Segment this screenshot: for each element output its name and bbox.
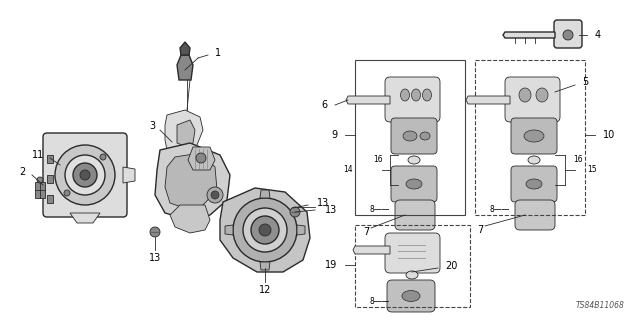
Ellipse shape xyxy=(524,130,544,142)
FancyBboxPatch shape xyxy=(511,166,557,202)
Text: 8—―: 8—― xyxy=(370,205,390,214)
Circle shape xyxy=(73,163,97,187)
Polygon shape xyxy=(220,188,310,272)
Polygon shape xyxy=(466,96,510,104)
Bar xyxy=(475,60,585,215)
FancyBboxPatch shape xyxy=(391,166,437,202)
Ellipse shape xyxy=(412,89,420,101)
Text: 6: 6 xyxy=(322,100,328,110)
FancyBboxPatch shape xyxy=(505,77,560,122)
Text: 2: 2 xyxy=(20,167,26,177)
Bar xyxy=(47,195,53,203)
Text: 11: 11 xyxy=(32,150,44,160)
Ellipse shape xyxy=(420,132,430,140)
Polygon shape xyxy=(165,110,203,157)
Text: 13: 13 xyxy=(325,205,337,215)
Circle shape xyxy=(55,145,115,205)
Circle shape xyxy=(100,154,106,160)
Polygon shape xyxy=(123,167,135,183)
Polygon shape xyxy=(260,262,270,270)
Text: TS84B11068: TS84B11068 xyxy=(576,301,625,310)
FancyBboxPatch shape xyxy=(511,118,557,154)
Polygon shape xyxy=(170,205,210,233)
FancyBboxPatch shape xyxy=(43,133,127,217)
Ellipse shape xyxy=(408,156,420,164)
Circle shape xyxy=(243,208,287,252)
Text: 10: 10 xyxy=(603,130,615,140)
Text: 13: 13 xyxy=(149,253,161,263)
Circle shape xyxy=(37,177,43,183)
Text: 16: 16 xyxy=(573,156,583,164)
Ellipse shape xyxy=(422,89,431,101)
Ellipse shape xyxy=(402,291,420,301)
Bar xyxy=(355,225,470,307)
Polygon shape xyxy=(155,143,230,220)
Polygon shape xyxy=(70,213,100,223)
Text: 13: 13 xyxy=(317,198,329,208)
Polygon shape xyxy=(297,225,305,235)
Bar xyxy=(47,155,53,163)
Polygon shape xyxy=(188,147,215,170)
Polygon shape xyxy=(260,190,270,198)
Ellipse shape xyxy=(403,131,417,141)
Text: 8—―: 8—― xyxy=(490,205,510,214)
Text: 20: 20 xyxy=(445,261,458,271)
Polygon shape xyxy=(177,55,193,80)
Text: 8—―: 8—― xyxy=(370,298,390,307)
Bar xyxy=(47,175,53,183)
FancyBboxPatch shape xyxy=(387,280,435,312)
Ellipse shape xyxy=(401,89,410,101)
Bar xyxy=(355,60,465,215)
Polygon shape xyxy=(346,96,390,104)
Circle shape xyxy=(65,155,105,195)
Circle shape xyxy=(64,190,70,196)
Text: 15: 15 xyxy=(587,165,596,174)
Ellipse shape xyxy=(528,156,540,164)
Circle shape xyxy=(259,224,271,236)
Circle shape xyxy=(150,227,160,237)
Text: 1: 1 xyxy=(215,48,221,58)
Polygon shape xyxy=(225,225,233,235)
Circle shape xyxy=(251,216,279,244)
FancyBboxPatch shape xyxy=(385,233,440,273)
Text: 4: 4 xyxy=(595,30,601,40)
Text: 3: 3 xyxy=(149,121,155,131)
FancyBboxPatch shape xyxy=(395,200,435,230)
Circle shape xyxy=(211,191,219,199)
Ellipse shape xyxy=(406,271,418,279)
Ellipse shape xyxy=(519,88,531,102)
Ellipse shape xyxy=(406,179,422,189)
Text: 5: 5 xyxy=(582,77,588,87)
FancyBboxPatch shape xyxy=(515,200,555,230)
Text: 19: 19 xyxy=(324,260,337,270)
Text: 14: 14 xyxy=(344,165,353,174)
Circle shape xyxy=(196,153,206,163)
Circle shape xyxy=(207,187,223,203)
Polygon shape xyxy=(165,153,217,210)
Text: 9: 9 xyxy=(331,130,337,140)
Ellipse shape xyxy=(526,179,542,189)
Text: 7: 7 xyxy=(477,225,483,235)
FancyBboxPatch shape xyxy=(554,20,582,48)
Circle shape xyxy=(80,170,90,180)
FancyBboxPatch shape xyxy=(385,77,440,122)
Text: 12: 12 xyxy=(259,285,271,295)
Text: 7: 7 xyxy=(363,227,369,237)
Circle shape xyxy=(563,30,573,40)
Polygon shape xyxy=(180,42,190,55)
Polygon shape xyxy=(353,246,390,254)
Polygon shape xyxy=(177,120,195,147)
Text: 16: 16 xyxy=(373,156,383,164)
FancyBboxPatch shape xyxy=(391,118,437,154)
Polygon shape xyxy=(35,182,45,198)
Ellipse shape xyxy=(536,88,548,102)
Polygon shape xyxy=(503,32,555,38)
Circle shape xyxy=(233,198,297,262)
Circle shape xyxy=(290,207,300,217)
